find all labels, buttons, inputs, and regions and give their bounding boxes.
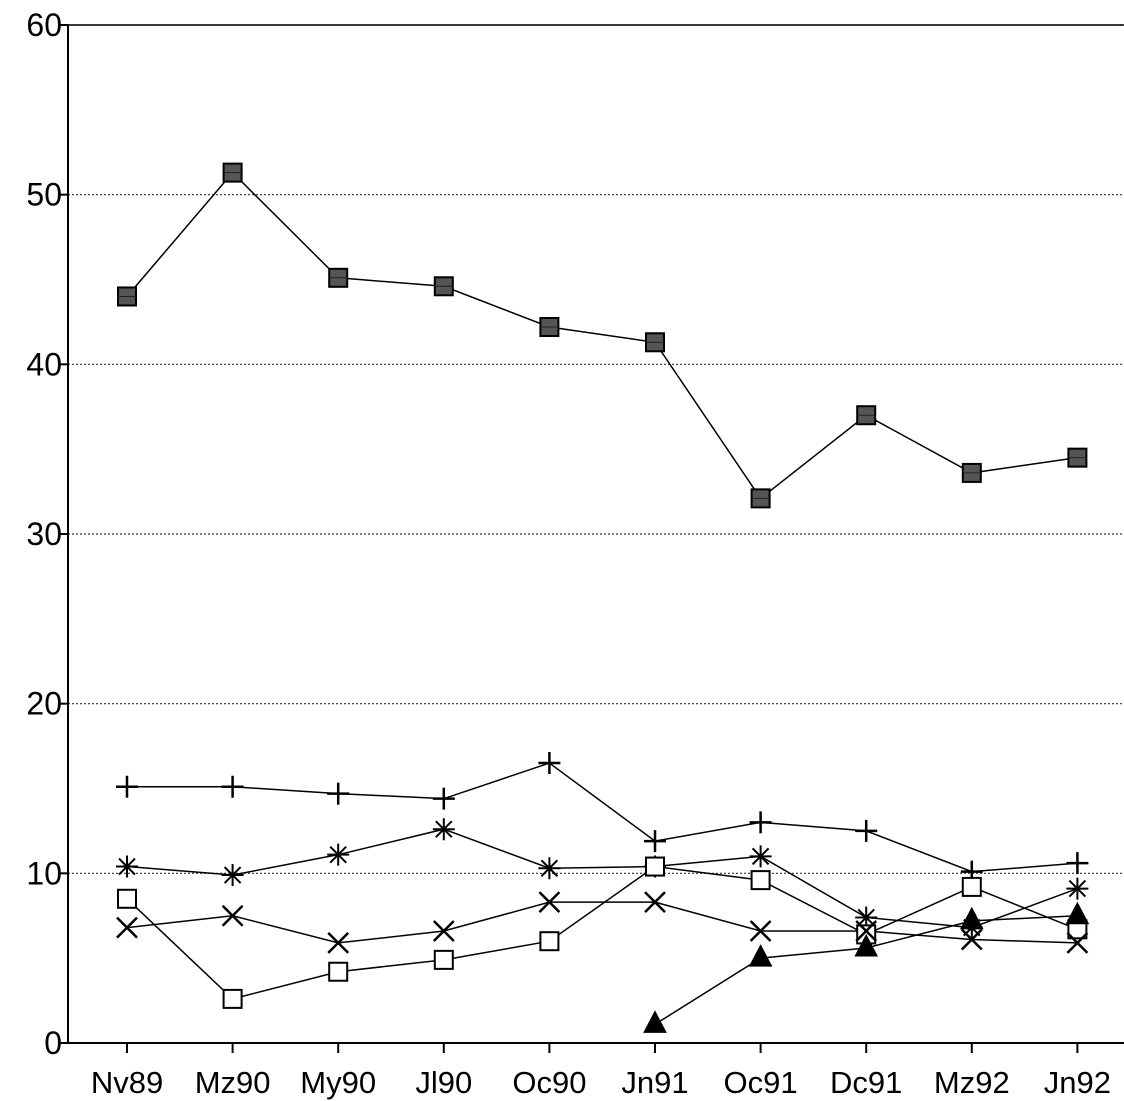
- plus-marker: [749, 811, 772, 834]
- x-marker: [749, 920, 772, 942]
- filled-triangle-marker: [854, 933, 879, 957]
- y-tick-label: 10: [26, 855, 62, 891]
- plus-marker: [432, 787, 455, 810]
- open-square-marker: [539, 931, 560, 952]
- filled-triangle-marker: [748, 944, 773, 967]
- y-tick-label: 20: [26, 686, 62, 722]
- asterisk-marker: [855, 906, 878, 929]
- x-marker: [1066, 932, 1089, 954]
- asterisk-marker: [538, 857, 561, 880]
- open-square-marker: [222, 988, 243, 1009]
- y-tick-label: 60: [26, 7, 62, 43]
- plus-marker: [538, 752, 561, 775]
- x-tick-label: Nv89: [91, 1065, 163, 1100]
- filled-triangle-marker: [959, 906, 984, 930]
- x-tick-label: My90: [300, 1065, 376, 1100]
- asterisk-marker: [1066, 877, 1089, 900]
- open-square-marker: [750, 870, 771, 891]
- y-tick-label: 40: [26, 346, 62, 382]
- plus-marker: [1066, 852, 1089, 875]
- asterisk-marker: [432, 818, 455, 841]
- open-square-marker: [433, 949, 454, 970]
- filled-triangle-marker: [1065, 901, 1090, 925]
- asterisk-marker: [116, 855, 138, 878]
- open-square-marker: [117, 888, 137, 909]
- y-axis-ticks: 0 10 20 30 40 50 60: [26, 7, 68, 1061]
- series-line-plus: [127, 762, 1078, 873]
- filled-triangle-marker: [643, 1010, 667, 1033]
- x-tick-label: Jl90: [415, 1065, 472, 1100]
- series-lines: [126, 171, 1078, 1025]
- x-marker: [327, 932, 350, 954]
- filled-square-marker: [1067, 447, 1088, 468]
- x-marker: [960, 928, 983, 951]
- x-tick-label: Oc90: [512, 1065, 586, 1100]
- x-tick-label: Dc91: [830, 1065, 902, 1100]
- plus-marker: [327, 782, 350, 805]
- series-markers: [116, 162, 1090, 1033]
- series-line-x: [126, 901, 1078, 944]
- open-square-marker: [961, 876, 982, 897]
- x-tick-label: Oc91: [724, 1065, 798, 1100]
- filled-square-marker: [856, 405, 877, 426]
- open-square-marker: [645, 856, 665, 877]
- y-tick-label: 50: [26, 177, 62, 213]
- x-marker: [116, 916, 138, 939]
- y-tick-label: 0: [44, 1025, 62, 1061]
- asterisk-marker: [221, 864, 244, 887]
- open-square-marker: [328, 961, 349, 982]
- filled-square-marker: [750, 488, 771, 509]
- x-tick-label: Mz92: [934, 1065, 1010, 1100]
- x-tick-label: Jn91: [621, 1065, 688, 1100]
- asterisk-marker: [327, 843, 350, 866]
- plus-marker: [221, 775, 244, 798]
- plus-marker: [855, 819, 878, 842]
- filled-square-marker: [961, 462, 982, 483]
- x-marker: [644, 891, 666, 914]
- y-tick-label: 30: [26, 516, 62, 552]
- series-line-filled-square: [126, 171, 1078, 500]
- x-tick-label: Jn92: [1044, 1065, 1111, 1100]
- x-axis-ticks: Nv89 Mz90 My90 Jl90 Oc90 Jn91 Oc91 Dc91 Mz92 Jn92: [91, 1043, 1111, 1100]
- x-tick-label: Mz90: [195, 1065, 271, 1100]
- series-line-open-square: [126, 865, 1078, 1000]
- x-marker: [221, 904, 244, 927]
- series-line-asterisk: [126, 828, 1078, 929]
- plus-marker: [116, 775, 138, 798]
- filled-square-marker: [222, 162, 243, 183]
- filled-square-marker: [539, 317, 560, 338]
- x-marker: [432, 920, 455, 942]
- filled-square-marker: [117, 286, 137, 307]
- x-marker: [538, 891, 561, 914]
- plus-marker: [644, 830, 666, 853]
- filled-square-marker: [645, 332, 665, 353]
- filled-square-marker: [328, 267, 349, 288]
- gridlines: [68, 24, 1124, 874]
- asterisk-marker: [749, 845, 772, 868]
- filled-square-marker: [433, 276, 454, 297]
- x-marker: [855, 920, 878, 942]
